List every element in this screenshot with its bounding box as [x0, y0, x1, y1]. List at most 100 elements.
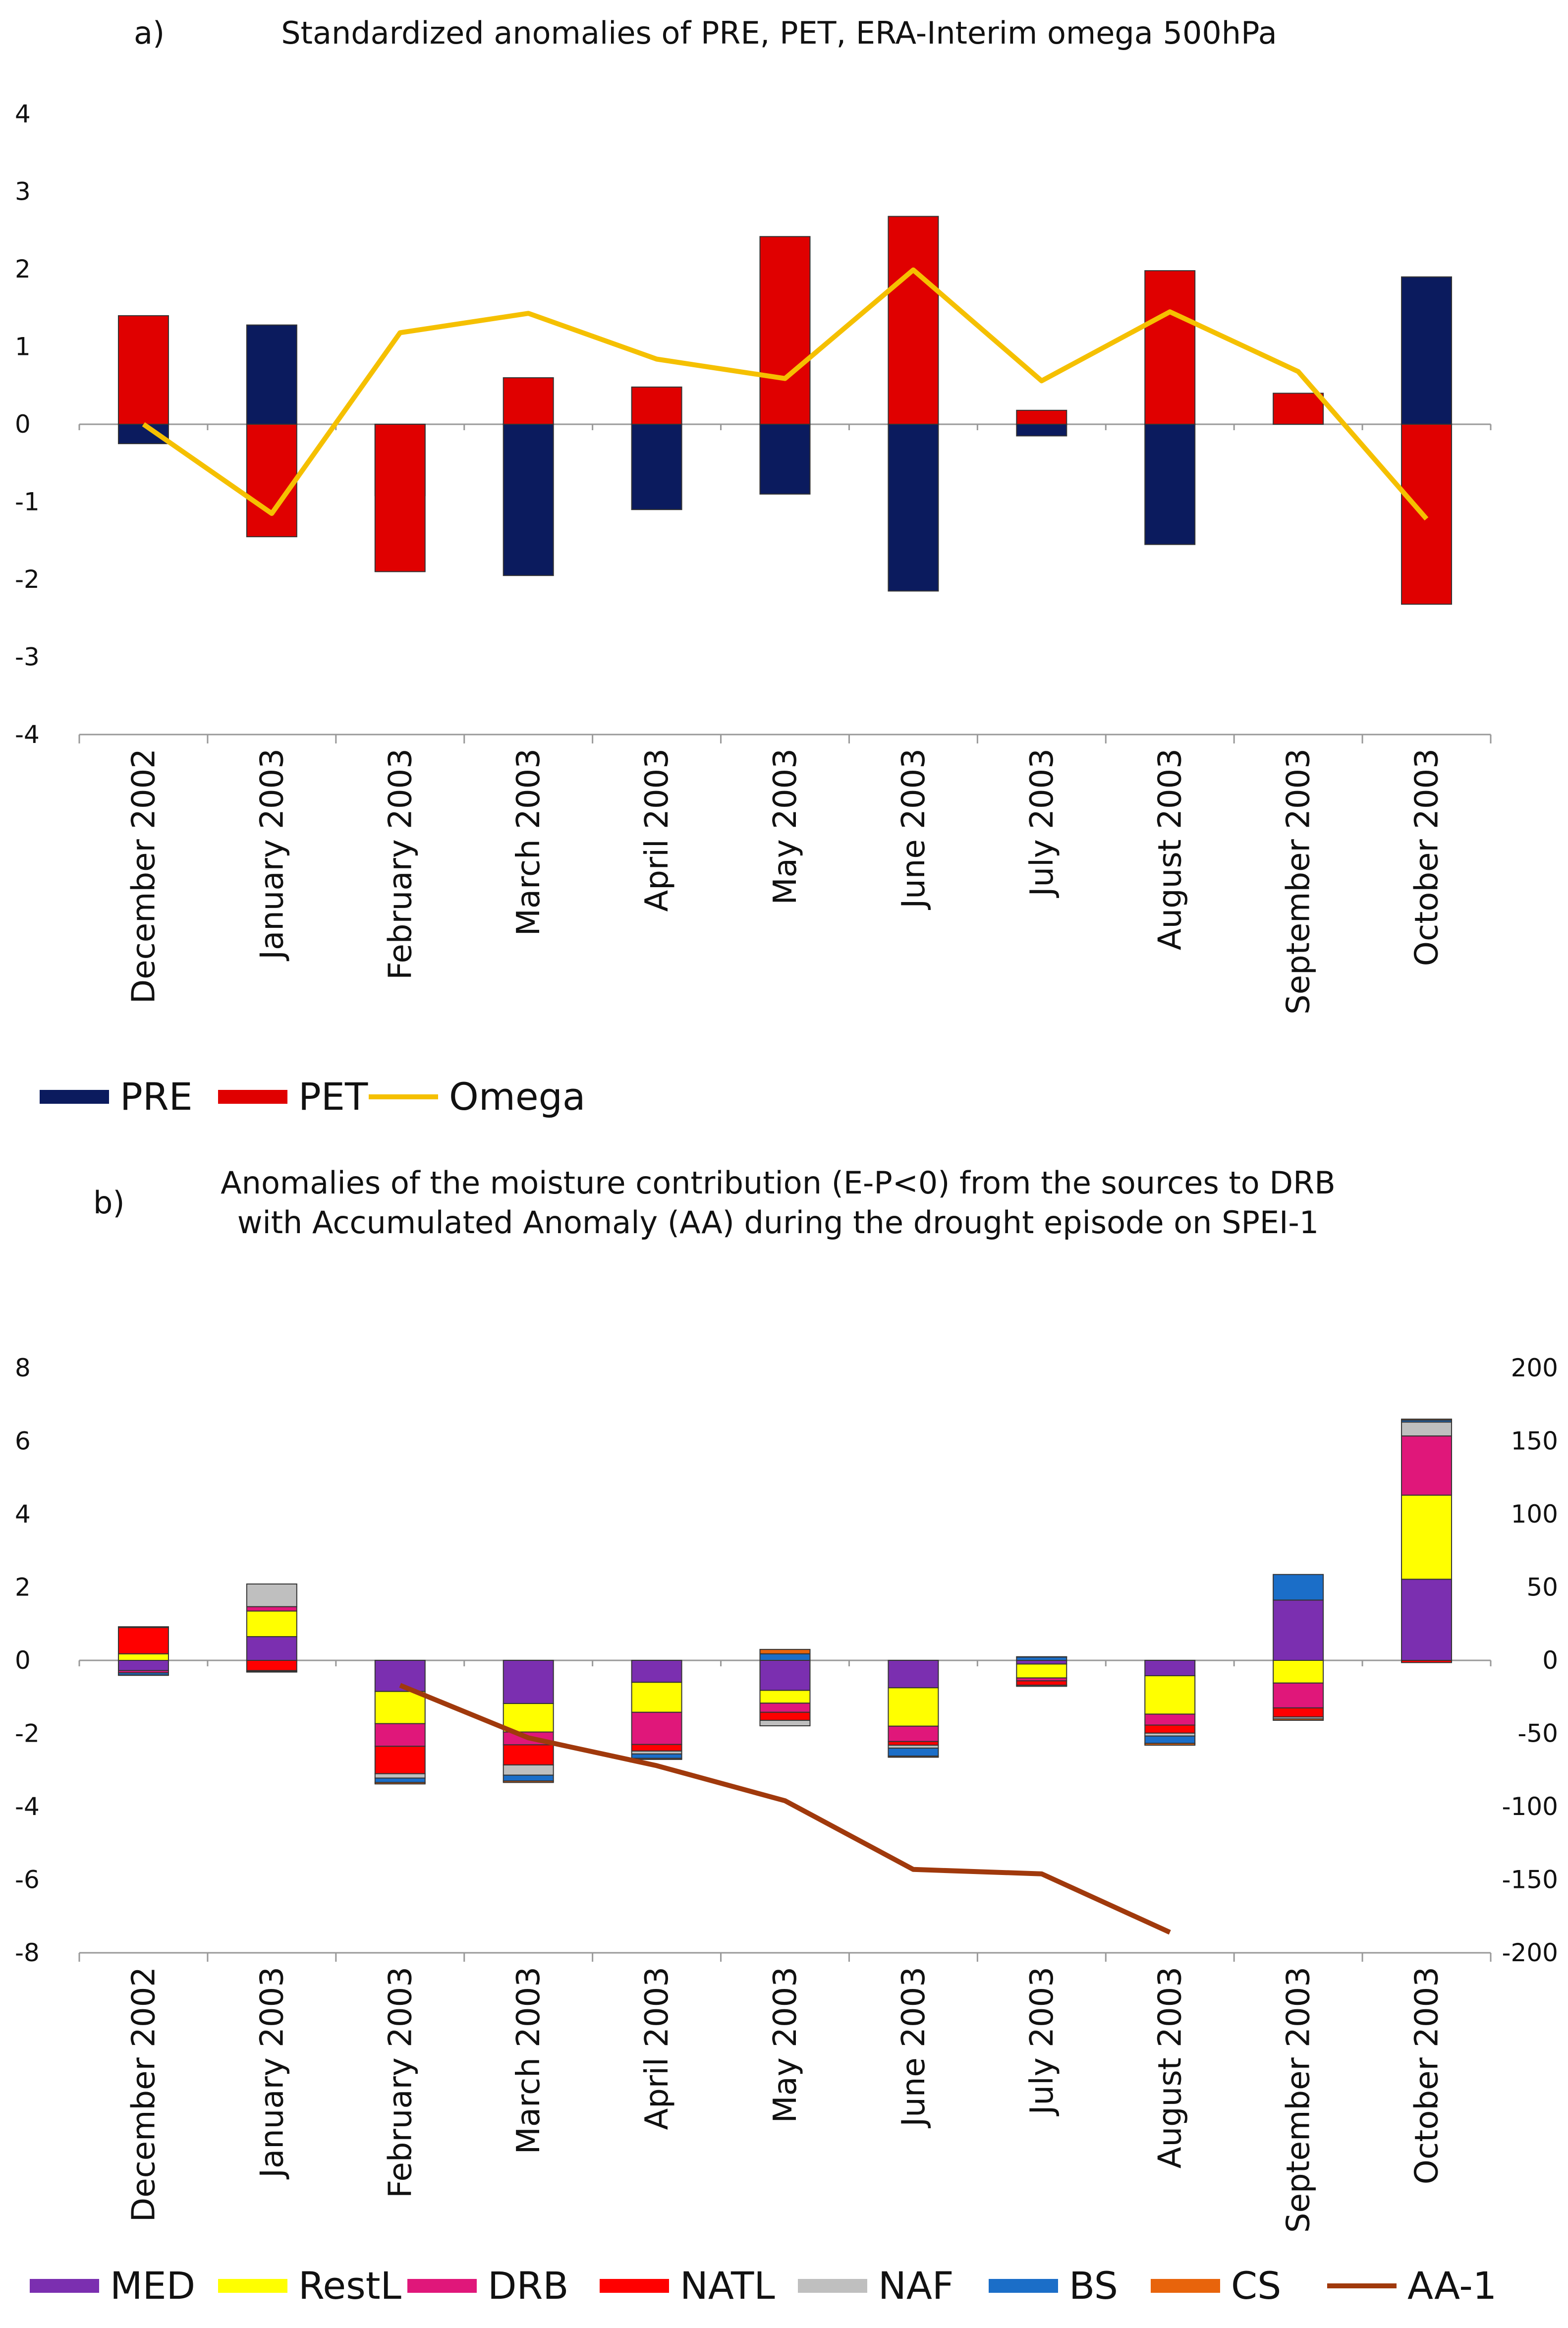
bar-natl-april-2003 — [631, 1744, 682, 1752]
x-tick-label: April 2003 — [639, 748, 675, 912]
chart-a-x-axis: December 2002 January 2003 February 2003 Ma… — [125, 748, 1445, 1015]
y2-tick-label: -200 — [1502, 1938, 1558, 1967]
bar-restl-march-2003 — [503, 1703, 554, 1733]
bar-naf-march-2003 — [503, 1764, 554, 1776]
bar-cs-october-2003 — [1401, 1419, 1453, 1421]
bar-pet-january-2003 — [246, 424, 297, 537]
bar-natl-may-2003 — [759, 1711, 811, 1721]
bar-restl-july-2003 — [1016, 1663, 1067, 1679]
bar-restl-may-2003 — [759, 1690, 811, 1704]
bar-med-june-2003 — [888, 1660, 939, 1689]
bar-med-march-2003 — [503, 1660, 554, 1704]
y2-tick-label: -150 — [1502, 1866, 1558, 1894]
bar-restl-december-2002 — [117, 1653, 169, 1661]
y-tick-label: 3 — [15, 177, 31, 206]
bar-cs-september-2003 — [1273, 1718, 1324, 1721]
legend-label-drb: DRB — [488, 2264, 568, 2308]
chart-a: a) Standardized anomalies of PRE, PET, E… — [15, 15, 1492, 1119]
bar-bs-march-2003 — [503, 1774, 554, 1782]
y-tick-label: -2 — [15, 565, 40, 594]
x-tick-label: June 2003 — [896, 1967, 932, 2129]
x-tick-label: February 2003 — [382, 1967, 419, 2198]
y-tick-label: 8 — [15, 1354, 31, 1382]
legend-label-cs: CS — [1231, 2264, 1281, 2308]
x-tick-label: August 2003 — [1152, 1967, 1189, 2168]
bar-med-april-2003 — [631, 1660, 682, 1683]
bar-pre-july-2003 — [1016, 424, 1067, 437]
bar-restl-october-2003 — [1401, 1494, 1453, 1580]
legend-swatch-pet — [218, 1090, 287, 1104]
bar-pre-june-2003 — [888, 424, 939, 592]
x-tick-label: December 2002 — [125, 748, 162, 1004]
bar-naf-january-2003 — [246, 1583, 297, 1607]
chart-a-omega-line — [142, 267, 1429, 521]
y-tick-label: -6 — [15, 1866, 40, 1894]
y-tick-label: -3 — [15, 643, 40, 672]
x-tick-label: February 2003 — [382, 748, 419, 980]
bar-bs-february-2003 — [374, 1777, 426, 1783]
bar-pet-june-2003 — [888, 216, 939, 425]
legend-swatch-restl — [218, 2279, 287, 2293]
bar-drb-may-2003 — [759, 1703, 811, 1713]
bar-med-august-2003 — [1144, 1660, 1196, 1676]
y2-tick-label: 200 — [1511, 1354, 1558, 1382]
bar-cs-march-2003 — [503, 1780, 554, 1783]
bar-cs-april-2003 — [631, 1758, 682, 1760]
x-tick-label: September 2003 — [1281, 1967, 1317, 2233]
bar-cs-january-2003 — [246, 1671, 297, 1673]
bar-med-may-2003 — [759, 1660, 811, 1691]
y-tick-label: -2 — [15, 1719, 40, 1748]
chart-a-bars — [117, 216, 1453, 605]
legend-swatch-naf — [798, 2279, 867, 2293]
bar-pre-august-2003 — [1144, 424, 1196, 545]
bar-natl-august-2003 — [1144, 1724, 1196, 1734]
bar-naf-july-2003 — [1016, 1685, 1067, 1687]
legend-swatch-bs — [989, 2279, 1058, 2293]
y2-tick-label: 0 — [1542, 1646, 1558, 1675]
legend-swatch-drb — [407, 2279, 477, 2293]
bar-med-july-2003 — [1016, 1660, 1067, 1665]
bar-drb-january-2003 — [246, 1606, 297, 1612]
bar-natl-march-2003 — [503, 1744, 554, 1765]
bar-drb-october-2003 — [1401, 1435, 1453, 1496]
x-tick-label: January 2003 — [254, 1967, 290, 2180]
bar-drb-june-2003 — [888, 1725, 939, 1742]
bar-naf-may-2003 — [759, 1719, 811, 1727]
legend-swatch-cs — [1151, 2279, 1220, 2293]
y-tick-label: -8 — [15, 1938, 40, 1967]
chart-b-y-axis: 8 6 4 2 0 -2 -4 -6 -8 — [15, 1354, 40, 1967]
bar-pre-october-2003 — [1401, 276, 1453, 425]
chart-b-title-line-2: with Accumulated Anomaly (AA) during the… — [237, 1204, 1319, 1241]
chart-b-panel-label: b) — [93, 1185, 125, 1221]
y-tick-label: -4 — [15, 720, 40, 749]
bar-bs-september-2003 — [1273, 1574, 1324, 1601]
legend-label-natl: NATL — [680, 2264, 775, 2308]
bar-natl-september-2003 — [1273, 1707, 1324, 1718]
bar-naf-february-2003 — [374, 1773, 426, 1779]
bar-pre-april-2003 — [631, 424, 682, 511]
x-tick-label: December 2002 — [125, 1967, 162, 2222]
chart-a-y-axis: 4 3 2 1 0 -1 -2 -3 -4 — [15, 100, 40, 749]
bar-naf-october-2003 — [1401, 1421, 1453, 1437]
bar-bs-may-2003 — [759, 1653, 811, 1661]
bar-drb-april-2003 — [631, 1711, 682, 1745]
x-tick-label: May 2003 — [767, 1967, 804, 2123]
bar-pet-may-2003 — [759, 236, 811, 425]
y-tick-label: 2 — [15, 1573, 31, 1602]
bar-bs-august-2003 — [1144, 1735, 1196, 1744]
bar-restl-february-2003 — [374, 1691, 426, 1724]
bar-pet-july-2003 — [1016, 409, 1067, 425]
y-tick-label: 6 — [15, 1427, 31, 1456]
bar-cs-february-2003 — [374, 1782, 426, 1785]
bar-restl-june-2003 — [888, 1687, 939, 1727]
bar-cs-august-2003 — [1144, 1743, 1196, 1746]
bar-bs-april-2003 — [631, 1753, 682, 1759]
bar-med-october-2003 — [1401, 1579, 1453, 1661]
bar-drb-august-2003 — [1144, 1713, 1196, 1726]
line-aa-1 — [399, 1683, 1171, 1935]
x-tick-label: June 2003 — [896, 748, 932, 910]
y-tick-label: 1 — [15, 333, 31, 361]
y2-tick-label: 150 — [1511, 1427, 1558, 1456]
chart-a-legend: PRE PET Omega — [40, 1075, 585, 1119]
